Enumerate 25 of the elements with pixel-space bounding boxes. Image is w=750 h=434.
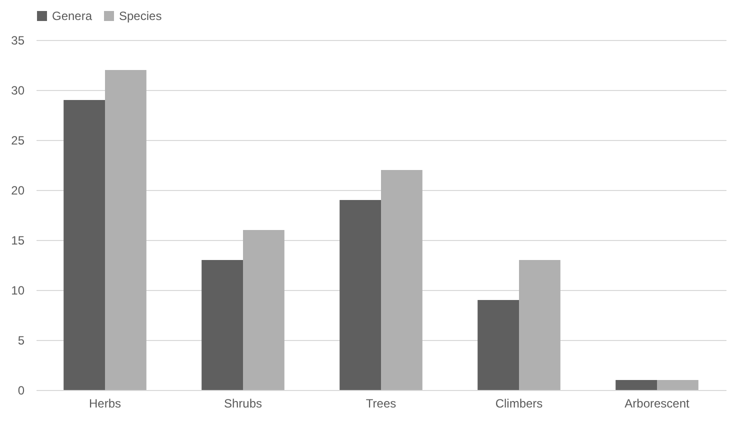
y-tick-label: 25 (11, 134, 25, 148)
bar (202, 260, 243, 390)
bar (105, 70, 146, 390)
bar (381, 170, 422, 390)
y-tick-label: 20 (11, 184, 25, 198)
legend-label: Genera (52, 9, 92, 23)
y-tick-label: 15 (11, 234, 25, 248)
bar (616, 380, 657, 390)
bar (478, 300, 519, 390)
x-tick-label: Trees (366, 396, 396, 410)
x-tick-label: Climbers (495, 396, 543, 410)
bar (657, 380, 698, 390)
x-tick-label: Arborescent (624, 396, 690, 410)
bar (340, 200, 381, 390)
y-tick-label: 5 (18, 334, 25, 348)
bar (64, 100, 105, 390)
bar (519, 260, 560, 390)
y-tick-label: 10 (11, 284, 25, 298)
x-tick-label: Shrubs (224, 396, 262, 410)
y-tick-label: 35 (11, 34, 25, 48)
legend-label: Species (119, 9, 162, 23)
bar (243, 230, 284, 390)
y-tick-label: 0 (18, 384, 25, 398)
y-tick-label: 30 (11, 84, 25, 98)
x-tick-label: Herbs (88, 396, 122, 410)
